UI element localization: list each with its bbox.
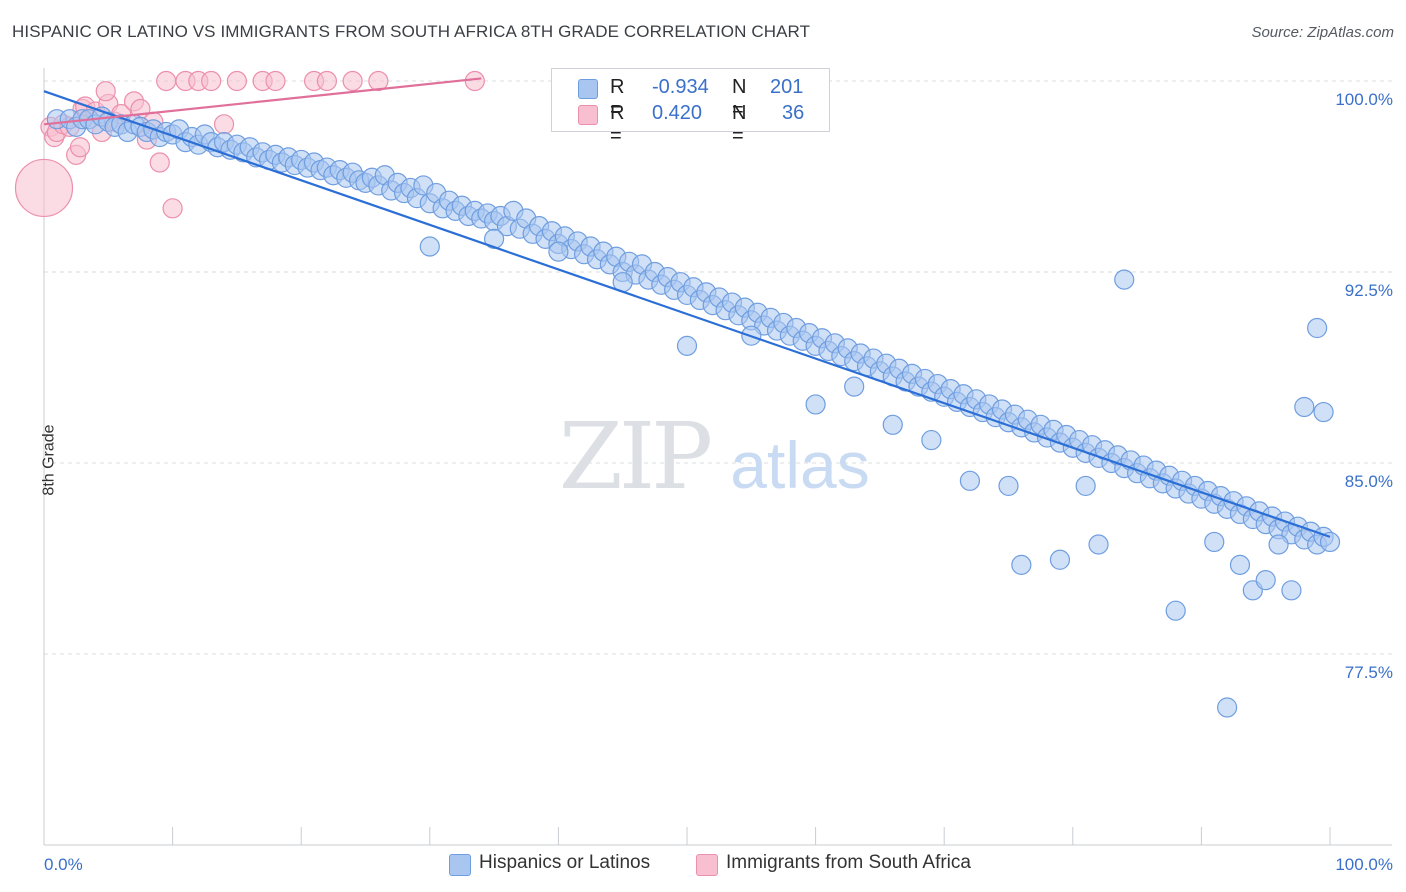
y-tick-label: 77.5%	[1345, 663, 1393, 682]
hispanic-point	[1114, 269, 1135, 290]
axes	[43, 68, 1392, 846]
hispanic-trend-line	[43, 90, 1331, 538]
y-tick-label: 100.0%	[1335, 90, 1393, 109]
hispanic-point	[882, 414, 903, 435]
hispanic-point	[921, 429, 942, 451]
hispanic-point	[1165, 600, 1186, 621]
legend-swatch-pink	[578, 105, 598, 125]
south-africa-point	[464, 70, 485, 92]
grid-lines	[44, 80, 1392, 655]
legend-r-value: -0.934	[652, 76, 709, 98]
south-africa-point	[69, 137, 91, 158]
legend-r-value: 0.420	[652, 102, 703, 124]
y-tick-label: 92.5%	[1345, 281, 1393, 300]
south-africa-point	[368, 70, 389, 92]
south-africa-point	[162, 198, 183, 219]
south-africa-point	[213, 114, 235, 135]
hispanic-point	[676, 335, 698, 356]
hispanic-point	[1049, 549, 1071, 570]
hispanic-point	[1011, 554, 1032, 575]
watermark-zip: ZIP	[559, 403, 710, 510]
south-africa-point	[201, 70, 222, 92]
hispanic-point	[1294, 396, 1315, 418]
hispanic-point	[419, 236, 440, 257]
legend-n-label: N =	[732, 76, 747, 121]
hispanic-point	[1075, 475, 1096, 497]
hispanic-point	[1268, 534, 1289, 555]
bottom-legend-swatch-pink	[696, 854, 718, 876]
trend-lines	[43, 77, 1331, 538]
tick-labels: 77.5% 85.0% 92.5% 100.0% 0.0% 100.0%	[44, 90, 1393, 874]
y-tick-label: 85.0%	[1345, 472, 1393, 491]
legend-n-value: 36	[782, 102, 805, 124]
legend-r-label: R =	[610, 102, 625, 147]
correlation-legend: R = -0.934 N = 201 R = 0.420 N = 36	[551, 68, 830, 147]
bottom-legend-swatch-blue	[449, 854, 471, 876]
hispanic-point	[1217, 697, 1238, 718]
hispanic-point	[1255, 570, 1276, 591]
hispanic-point	[959, 470, 981, 491]
source-credit: Source: ZipAtlas.com	[1251, 24, 1394, 41]
south-africa-point	[156, 70, 177, 92]
south-africa-point	[226, 70, 247, 92]
hispanic-point	[844, 376, 865, 397]
bottom-legend-label: Immigrants from South Africa	[726, 852, 971, 873]
south-africa-point	[95, 81, 116, 102]
hispanic-point	[805, 394, 826, 415]
hispanic-point	[1281, 580, 1302, 601]
legend-n-value: 201	[770, 76, 804, 98]
bottom-legend-label: Hispanics or Latinos	[479, 852, 651, 873]
south-africa-point	[342, 70, 363, 92]
hispanic-point	[1229, 554, 1251, 575]
hispanic-point	[1088, 534, 1109, 555]
legend-r-label: R =	[610, 76, 625, 121]
hispanic-point	[1319, 531, 1341, 553]
hispanic-point	[1204, 531, 1225, 553]
hispanic-points	[46, 106, 1341, 718]
south-africa-point	[149, 152, 170, 173]
hispanic-point	[1313, 401, 1334, 423]
hispanic-point	[998, 475, 1019, 497]
legend-n-label: N =	[732, 102, 747, 147]
hispanic-point	[1307, 317, 1328, 339]
hispanic-point	[548, 241, 569, 262]
south-africa-point	[14, 158, 74, 218]
legend-swatch-blue	[578, 79, 598, 99]
x-tick-label: 100.0%	[1335, 855, 1393, 874]
south-africa-trend-line	[43, 77, 482, 126]
south-africa-point	[265, 70, 286, 92]
hispanic-point	[484, 228, 505, 249]
x-tick-label: 0.0%	[44, 855, 83, 874]
y-axis-label: 8th Grade	[40, 424, 58, 496]
chart-title: HISPANIC OR LATINO VS IMMIGRANTS FROM SO…	[12, 22, 811, 41]
south-africa-point	[316, 70, 338, 92]
watermark-atlas: atlas	[730, 428, 869, 502]
